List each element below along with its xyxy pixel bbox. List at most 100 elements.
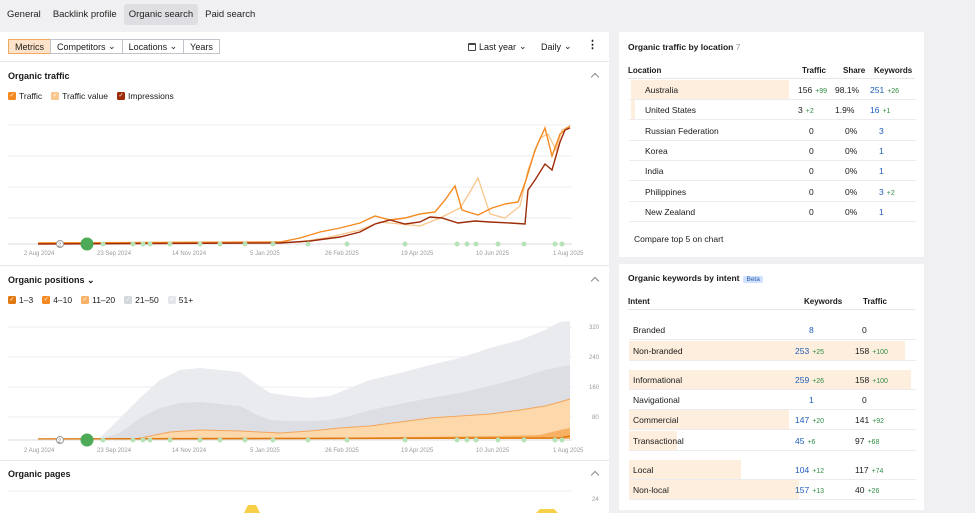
intent-row[interactable]: Informational 259 +26 158 +100 — [629, 370, 916, 390]
traffic-value: 0 — [809, 166, 814, 177]
traffic-delta: +92 — [872, 418, 885, 425]
pages-area — [244, 505, 260, 513]
location-name[interactable]: India — [645, 166, 664, 177]
segment-locations-label: Locations — [128, 41, 168, 52]
legend-impressions[interactable]: ✓ Impressions — [116, 91, 174, 101]
legend-pos-21-50[interactable]: ✓ 21–50 — [124, 295, 159, 305]
keywords-cell: 147 +20 — [795, 415, 824, 425]
share-value: 0% — [845, 166, 858, 177]
keywords-value[interactable]: 253 — [795, 346, 810, 356]
intent-row[interactable]: Local 104 +12 117 +74 — [629, 460, 916, 480]
share-value: 1.9% — [835, 105, 855, 116]
location-row[interactable]: Australia 156 +99 98.1% 251 +26 — [629, 80, 916, 100]
organic-positions-title[interactable]: Organic positions ⌄ — [8, 275, 95, 286]
keywords-value[interactable]: 157 — [795, 485, 810, 495]
keywords-value[interactable]: 1 — [809, 395, 814, 405]
traffic-cell: 141 +92 — [855, 415, 884, 425]
legend-label: 4–10 — [53, 295, 73, 305]
collapse-icon[interactable] — [590, 470, 600, 480]
granularity-dropdown[interactable]: Daily ⌄ — [541, 41, 572, 52]
keywords-value[interactable]: 1 — [879, 206, 884, 217]
intent-row[interactable]: Navigational 1 0 — [629, 390, 916, 410]
annotation-marker[interactable] — [56, 436, 64, 444]
legend-pos-4-10[interactable]: ✓ 4–10 — [42, 295, 72, 305]
keywords-value[interactable]: 3 — [879, 186, 884, 197]
intent-name: Navigational — [633, 395, 680, 405]
line-1-3 — [37, 435, 571, 440]
keywords-value[interactable]: 259 — [795, 375, 810, 385]
keywords-value[interactable]: 45 — [795, 436, 805, 446]
intent-row[interactable]: Non-branded 253 +25 158 +100 — [629, 341, 916, 361]
location-row[interactable]: Russian Federation 0 0% 3 — [629, 121, 916, 141]
keywords-value[interactable]: 104 — [795, 465, 810, 475]
collapse-icon[interactable] — [590, 276, 600, 286]
checkbox-icon: ✓ — [124, 296, 133, 304]
segment-locations[interactable]: Locations ⌄ — [121, 39, 185, 54]
keywords-value[interactable]: 8 — [809, 325, 814, 335]
traffic-value: 0 — [862, 395, 867, 405]
keywords-delta: +26 — [812, 378, 825, 385]
keywords-value[interactable]: 16 — [870, 105, 880, 116]
keywords-cell: 3 — [879, 126, 884, 136]
keywords-value[interactable]: 251 — [870, 85, 885, 95]
keywords-delta: +2 — [886, 189, 895, 197]
keywords-value[interactable]: 3 — [879, 125, 884, 136]
header-share[interactable]: Share — [843, 66, 866, 75]
collapse-icon[interactable] — [590, 72, 600, 82]
x-tick: 5 Jan 2025 — [250, 251, 280, 257]
segment-years[interactable]: Years — [183, 39, 220, 54]
intent-name: Non-local — [633, 485, 669, 495]
location-name[interactable]: Australia — [645, 85, 679, 95]
legend-traffic-value[interactable]: ✓ Traffic value — [51, 91, 108, 101]
tab-organic-search[interactable]: Organic search — [123, 3, 199, 25]
annotation-marker[interactable] — [56, 240, 64, 248]
main-tabs: General Backlink profile Organic search … — [0, 0, 975, 28]
x-tick: 2 Aug 2024 — [24, 251, 55, 257]
header-traffic[interactable]: Traffic — [802, 66, 827, 75]
legend-pos-11-20[interactable]: ✓ 11–20 — [81, 295, 115, 305]
legend-pos-1-3[interactable]: ✓ 1–3 — [8, 295, 33, 305]
tab-paid-search[interactable]: Paid search — [205, 8, 256, 20]
location-name[interactable]: Russian Federation — [645, 125, 719, 136]
header-keywords[interactable]: Keywords — [804, 297, 843, 306]
header-keywords[interactable]: Keywords — [874, 66, 913, 75]
segment-competitors[interactable]: Competitors ⌄ — [50, 39, 123, 54]
keywords-cell: 251 +26 — [870, 85, 899, 95]
legend-traffic[interactable]: ✓ Traffic — [8, 91, 42, 101]
compare-top-5-link[interactable]: Compare top 5 on chart — [634, 234, 724, 244]
keywords-value[interactable]: 1 — [879, 145, 884, 156]
intent-name: Informational — [633, 375, 683, 385]
header-traffic[interactable]: Traffic — [863, 297, 888, 306]
share-bar — [629, 410, 789, 429]
intent-row[interactable]: Commercial 147 +20 141 +92 — [629, 410, 916, 430]
divider — [628, 309, 915, 310]
location-row[interactable]: Korea 0 0% 1 — [629, 141, 916, 161]
checkbox-icon: ✓ — [8, 92, 16, 100]
event-marker[interactable] — [80, 433, 94, 447]
more-options-icon[interactable]: ⋮ — [587, 39, 598, 51]
location-name[interactable]: Philippines — [645, 186, 687, 197]
location-row[interactable]: Philippines 0 0% 3 +2 — [629, 182, 916, 202]
x-tick: 23 Sep 2024 — [97, 251, 132, 257]
location-row[interactable]: United States 3 +2 1.9% 16 +1 — [629, 100, 916, 121]
legend-pos-51-plus[interactable]: ✓ 51+ — [167, 295, 193, 305]
organic-keywords-by-intent-card: Organic keywords by intent Beta Intent Ke… — [619, 264, 924, 510]
tab-backlink-profile[interactable]: Backlink profile — [52, 8, 117, 20]
keywords-value[interactable]: 1 — [879, 166, 884, 177]
intent-row[interactable]: Non-local 157 +13 40 +26 — [629, 480, 916, 500]
keywords-value[interactable]: 147 — [795, 415, 810, 425]
period-dropdown[interactable]: Last year ⌄ — [468, 41, 527, 52]
location-name[interactable]: Korea — [645, 145, 668, 156]
traffic-cell: 158 +100 — [855, 346, 888, 356]
location-name[interactable]: New Zealand — [645, 206, 696, 217]
intent-row[interactable]: Branded 8 0 — [629, 320, 916, 340]
tab-general[interactable]: General — [7, 8, 41, 20]
location-name[interactable]: United States — [645, 105, 697, 116]
location-row[interactable]: India 0 0% 1 — [629, 161, 916, 182]
location-row[interactable]: New Zealand 0 0% 1 — [629, 202, 916, 222]
annotation-marker-label: 2 — [58, 243, 61, 249]
segment-metrics[interactable]: Metrics — [8, 39, 51, 54]
keywords-cell: 259 +26 — [795, 375, 824, 385]
event-marker[interactable] — [80, 237, 94, 251]
intent-row[interactable]: Transactional 45 +6 97 +68 — [629, 431, 916, 451]
